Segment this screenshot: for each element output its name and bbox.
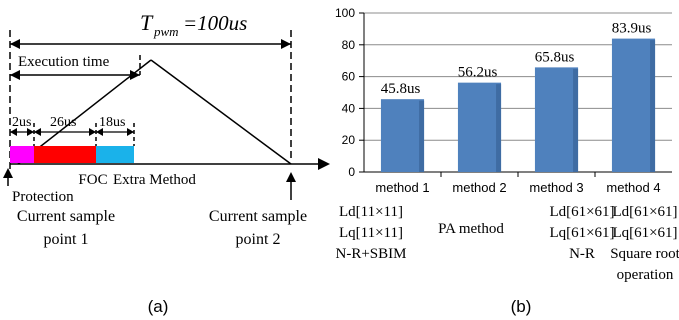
category-label: method 3 xyxy=(529,180,583,195)
category-description: Ld[61×61] xyxy=(612,204,677,220)
segment-label-26us: 26us xyxy=(50,115,76,130)
category-description: Ld[11×11] xyxy=(339,204,403,220)
arrow-2us-left-head xyxy=(10,128,17,136)
bar-side xyxy=(419,100,425,172)
category-description: N-R xyxy=(569,246,595,262)
y-tick-label: 40 xyxy=(342,101,356,115)
arrow-18us-left-head xyxy=(96,128,103,136)
category-description: Square root xyxy=(610,246,679,262)
sample2-arrow-head xyxy=(286,172,296,182)
y-tick-label: 0 xyxy=(348,165,355,179)
y-tick-label: 100 xyxy=(335,6,355,20)
bar-value-label: 83.9us xyxy=(612,21,652,37)
y-tick-label: 80 xyxy=(342,38,356,52)
segment-name-protection: Protection xyxy=(12,189,74,205)
category-description: Lq[61×61] xyxy=(612,225,677,241)
category-description: Ld[61×61] xyxy=(549,204,614,220)
execution-arrow-right-head xyxy=(130,70,140,80)
bar-side xyxy=(496,84,502,172)
bar-value-label: 65.8us xyxy=(535,49,575,65)
period-label-sub: pwm xyxy=(153,24,179,39)
category-label: method 4 xyxy=(606,180,660,195)
category-label: method 1 xyxy=(375,180,429,195)
bar-value-label: 56.2us xyxy=(458,65,498,81)
category-description: N-R+SBIM xyxy=(336,246,407,262)
bar xyxy=(534,67,579,172)
bar-side xyxy=(650,40,656,172)
category-description: PA method xyxy=(438,221,504,237)
bar-chart: 0 20 40 60 80 100 45.8us method 1 Ld[11×11] Lq[11… xyxy=(335,6,679,316)
arrow-26us-left-head xyxy=(34,128,41,136)
bar-value-label: 45.8us xyxy=(381,81,421,97)
timing-diagram: T pwm =100us Execution time 2us 26 xyxy=(3,10,330,316)
arrow-18us-right-head xyxy=(127,128,134,136)
period-arrow-right-head xyxy=(281,39,291,49)
segment-bar-extra xyxy=(96,146,134,163)
bar xyxy=(457,82,502,172)
bar xyxy=(380,99,425,172)
bar xyxy=(611,38,656,172)
y-tick-label: 20 xyxy=(342,133,356,147)
execution-arrow-left-head xyxy=(10,70,20,80)
sample2-label-line1: Current sample xyxy=(209,208,307,225)
y-tick-label: 60 xyxy=(342,70,356,84)
carrier-falling-edge xyxy=(150,59,292,165)
period-label-T: T xyxy=(140,10,154,35)
category-description: Lq[11×11] xyxy=(339,225,403,241)
segment-label-2us: 2us xyxy=(12,115,31,130)
bar-side xyxy=(573,68,579,172)
category-description: operation xyxy=(617,267,674,283)
sample1-arrow-head xyxy=(3,168,13,178)
category-label: method 2 xyxy=(452,180,506,195)
caption-a: (a) xyxy=(148,297,169,316)
arrow-2us-right-head xyxy=(27,128,34,136)
segment-label-18us: 18us xyxy=(99,115,125,130)
segment-bar-protection xyxy=(10,146,34,163)
time-axis-head xyxy=(318,158,330,170)
segment-name-extra: Extra Method xyxy=(113,172,196,188)
sample1-label-line1: Current sample xyxy=(17,208,115,225)
category-description: Lq[61×61] xyxy=(549,225,614,241)
segment-name-foc: FOC xyxy=(78,172,107,188)
caption-b: (b) xyxy=(511,297,532,316)
period-label-value: =100us xyxy=(183,11,247,35)
execution-time-label: Execution time xyxy=(18,54,110,70)
arrow-26us-right-head xyxy=(89,128,96,136)
segment-bar-foc xyxy=(34,146,96,163)
period-arrow-left-head xyxy=(10,39,20,49)
sample2-label-line2: point 2 xyxy=(236,231,281,248)
sample1-label-line2: point 1 xyxy=(44,231,89,248)
